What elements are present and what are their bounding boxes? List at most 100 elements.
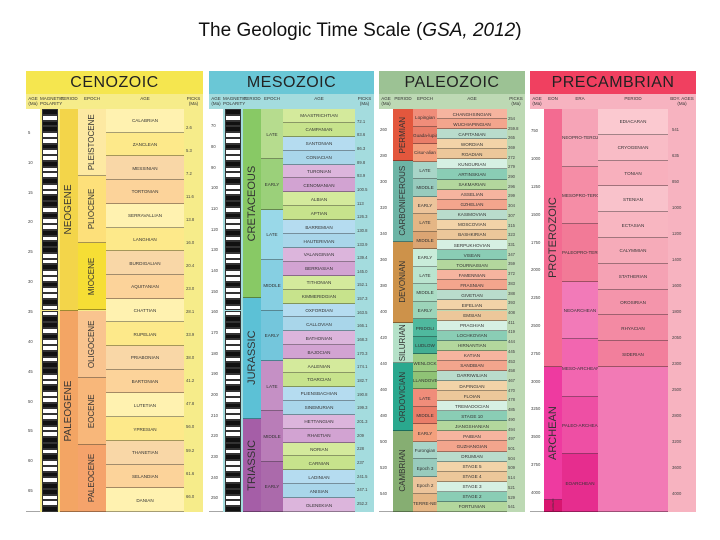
age-band-label: DANIAN (136, 497, 154, 503)
age-tick: 540 (380, 491, 387, 497)
age-tick: 2500 (531, 323, 541, 328)
age-band: SERRAVALLIAN (106, 203, 184, 228)
age-tick: 247.1 (357, 487, 368, 493)
age-tick: 237 (357, 460, 364, 466)
age-tick: 2300 (672, 361, 682, 367)
age-tick: 3750 (531, 461, 541, 467)
era-header-precambrian: PRECAMBRIAN (530, 71, 696, 94)
epoch-band: Furongian (413, 441, 437, 460)
eon-band: HADEAN (544, 498, 562, 512)
age-band-label: VALANGINIAN (303, 252, 335, 258)
age-band: TREMADOCIAN (437, 401, 507, 412)
age-tick: 4000 (672, 491, 682, 497)
polarity-chron (42, 293, 58, 299)
age-band: PRIABONIAN (106, 346, 184, 370)
age-tick: 299 (508, 193, 515, 199)
polarity-chron (225, 114, 241, 121)
epoch-band-label: MIDDLE (416, 290, 434, 296)
age-band-label: AALENIAN (307, 363, 331, 369)
polarity-chron (225, 189, 241, 196)
age-tick: 529 (508, 494, 515, 500)
age-tick: 20 (28, 219, 33, 225)
epoch-band-label: MIDDLE (416, 185, 434, 191)
polarity-chron (42, 373, 58, 380)
polarity-chron (225, 322, 241, 328)
age-tick: 4000 (531, 489, 541, 495)
polarity-chron (225, 448, 241, 455)
age-band: STAGE 2 (437, 491, 507, 502)
polarity-chron (42, 477, 58, 484)
age-band-label: CAPITANIAN (458, 131, 486, 137)
eon-band-label: PROTEROZOIC (547, 197, 559, 278)
period-band: NEOGENE (60, 109, 78, 311)
period-band-label: ECTASIAN (621, 222, 645, 228)
age-band: TITHONIAN (283, 275, 355, 290)
epoch-band: MIDDLE (413, 406, 437, 425)
age-band: HETTANGIAN (283, 414, 355, 429)
age-band-label: CHATTIAN (133, 307, 157, 313)
polarity-chron (42, 362, 58, 369)
age-band: FAMENNIAN (437, 270, 507, 281)
age-tick: 200 (211, 392, 218, 398)
age-band-label: SERPUKHOVIAN (453, 242, 491, 248)
age-tick: 1750 (531, 239, 541, 245)
polarity-chron (225, 172, 241, 179)
age-band-label: BERRIASIAN (305, 266, 333, 272)
age-band: KUNGURIAN (437, 159, 507, 170)
age-band: BATHONIAN (283, 331, 355, 346)
age-tick: 5.3 (186, 148, 192, 154)
age-tick: 635 (672, 153, 679, 159)
era-band-label: MESO-ARCHEAN (562, 365, 598, 371)
polarity-chron (42, 396, 58, 403)
era-header-cenozoic: CENOZOIC (26, 71, 203, 94)
era-band: EOARCHEAN (562, 454, 598, 512)
polarity-chron (42, 155, 58, 161)
polarity-chron (42, 391, 58, 397)
column-header-eon: EON (548, 96, 558, 101)
age-band-label: MESSINIAN (132, 165, 158, 171)
period-band-label: CAMBRIAN (398, 450, 407, 493)
period-band-label: CRYOGENIAN (617, 145, 649, 151)
era-band: PALEOPRO-TEROZOIC (562, 224, 598, 282)
age-band: SANTONIAN (283, 136, 355, 151)
epoch-band-label: PALEOCENE (87, 453, 96, 503)
epoch-band-label: EARLY (264, 333, 280, 339)
polarity-chron (225, 229, 241, 236)
epoch-band-label: PRIDOLI (415, 325, 435, 331)
age-band: STAGE 10 (437, 411, 507, 422)
epoch-band-label: LLANDOVERY (413, 378, 437, 384)
age-band-label: ASSELIAN (460, 192, 484, 198)
age-tick: 2250 (531, 295, 541, 301)
polarity-chron (225, 143, 241, 150)
era-header-mesozoic: MESOZOIC (209, 71, 374, 94)
age-band: STAGE 5 (437, 461, 507, 472)
age-tick: 478 (508, 397, 515, 403)
polarity-chron (225, 149, 241, 156)
age-band-label: CONIACIAN (306, 155, 332, 161)
age-tick: 419 (508, 329, 515, 335)
polarity-chron (225, 132, 241, 138)
age-band: BARREMIAN (283, 220, 355, 235)
age-tick: 220 (211, 433, 218, 439)
age-tick: 252.2 (357, 501, 368, 507)
epoch-band: MIDDLE (261, 260, 283, 311)
epoch-band: LATE (413, 266, 437, 285)
age-band-label: GUZHANGIAN (456, 444, 488, 449)
polarity-chron (42, 160, 58, 167)
era-band-label: PALEOPRO-TEROZOIC (562, 250, 598, 256)
archean-periods-blank (598, 366, 668, 512)
polarity-chron (225, 362, 241, 369)
polarity-chron (225, 494, 241, 501)
period-band: PERMIAN (393, 109, 413, 162)
epoch-band-label: MIOCENE (87, 257, 96, 296)
age-tick: 1400 (672, 257, 682, 263)
polarity-chron (42, 275, 58, 282)
age-tick: 28.1 (186, 309, 195, 315)
age-tick: 444 (508, 339, 515, 345)
age-band: ASSELIAN (437, 189, 507, 200)
polarity-chron (42, 471, 58, 478)
age-band-label: SELANDIAN (131, 473, 159, 479)
epoch-band: LATE (413, 214, 437, 232)
age-tick: 113 (357, 200, 364, 206)
era-band: NEOPRO-TEROZOIC (562, 109, 598, 167)
